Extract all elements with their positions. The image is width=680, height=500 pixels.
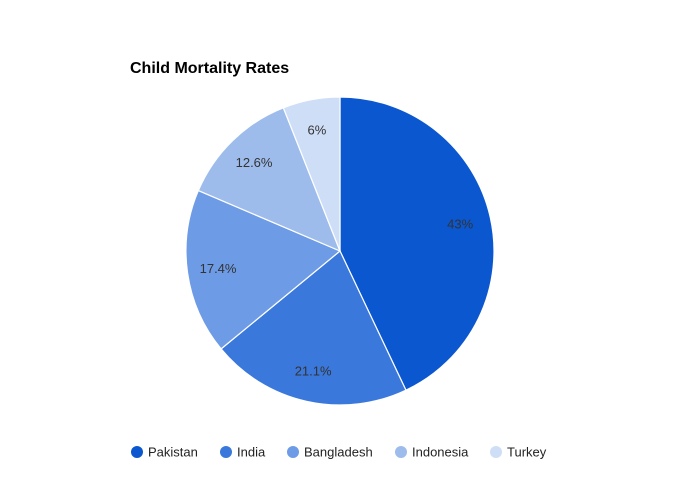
slice-label-indonesia: 12.6%: [236, 155, 273, 170]
slice-label-pakistan: 43%: [447, 216, 473, 231]
pie-slice-bangladesh[interactable]: [185, 189, 342, 350]
legend-label-bangladesh: Bangladesh: [304, 445, 373, 460]
legend-item-pakistan[interactable]: Pakistan: [131, 445, 198, 460]
pie-slice-indonesia[interactable]: [197, 107, 342, 253]
legend-item-turkey[interactable]: Turkey: [490, 445, 547, 460]
legend-swatch-india: [220, 446, 232, 458]
legend-item-bangladesh[interactable]: Bangladesh: [287, 445, 373, 460]
pie-slice-labels: 43% 21.1% 17.4% 12.6% 6%: [200, 122, 474, 378]
slice-label-turkey: 6%: [308, 122, 327, 137]
legend: Pakistan India Bangladesh Indonesia Turkey: [131, 445, 547, 460]
pie-slice-pakistan[interactable]: [339, 96, 495, 391]
legend-item-india[interactable]: India: [220, 445, 266, 460]
legend-label-indonesia: Indonesia: [412, 445, 469, 460]
legend-label-india: India: [237, 445, 266, 460]
legend-item-indonesia[interactable]: Indonesia: [395, 445, 469, 460]
pie-slice-india[interactable]: [220, 250, 407, 406]
chart-title: Child Mortality Rates: [130, 60, 289, 77]
pie-slices: [185, 96, 495, 406]
legend-label-pakistan: Pakistan: [148, 445, 198, 460]
pie-slice-turkey[interactable]: [282, 96, 341, 252]
legend-swatch-bangladesh: [287, 446, 299, 458]
slice-label-india: 21.1%: [295, 364, 332, 379]
slice-label-bangladesh: 17.4%: [200, 261, 237, 276]
legend-swatch-indonesia: [395, 446, 407, 458]
legend-swatch-pakistan: [131, 446, 143, 458]
legend-swatch-turkey: [490, 446, 502, 458]
legend-label-turkey: Turkey: [507, 445, 547, 460]
